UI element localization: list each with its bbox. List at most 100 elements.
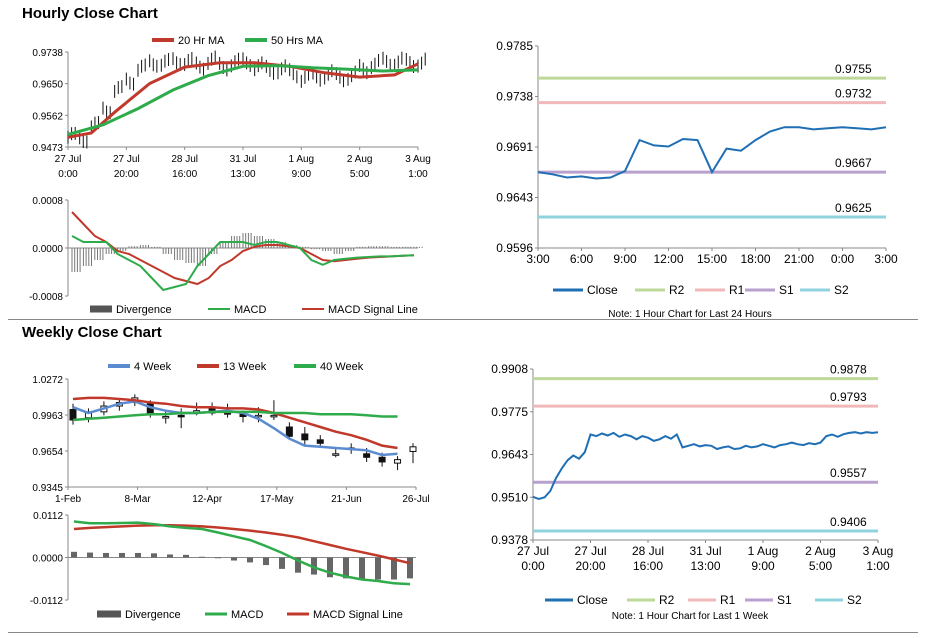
section-divider bbox=[8, 319, 918, 320]
weekly-macd-divergence-bar bbox=[119, 552, 125, 558]
close-1w-y-tick-label: 0.9378 bbox=[491, 533, 528, 547]
close-1w-x-tick-label: 9:00 bbox=[751, 559, 775, 573]
close-24h-r2-legend-label: R2 bbox=[669, 283, 685, 297]
weekly-candle-body bbox=[332, 453, 340, 456]
weekly-macd-divergence-bar bbox=[183, 554, 189, 558]
close-1w-r1-legend-swatch bbox=[688, 598, 716, 602]
weekly-macd-divergence-bar bbox=[263, 557, 269, 566]
hourly-macd-y-tick-label: 0.0000 bbox=[32, 244, 63, 255]
weekly-candle-body bbox=[301, 433, 309, 441]
close-24h-s1-legend-swatch bbox=[745, 288, 775, 292]
close-24h-r1-legend-swatch bbox=[695, 288, 725, 292]
close-1w-y-tick-label: 0.9510 bbox=[491, 490, 528, 504]
close-24h-y-tick-label: 0.9596 bbox=[496, 241, 533, 255]
weekly-macd-y-tick-label: -0.0112 bbox=[30, 596, 64, 607]
close-24h-y-tick-label: 0.9691 bbox=[496, 140, 533, 154]
hourly-macd-divergence-legend-swatch bbox=[90, 305, 112, 313]
weekly-candle-body bbox=[254, 414, 262, 418]
weekly-price-x-tick-label: 12-Apr bbox=[192, 494, 223, 505]
close-1w-note: Note: 1 Hour Chart for Last 1 Week bbox=[612, 611, 770, 622]
close-24h-close-line bbox=[537, 126, 887, 180]
close-1w-x-tick-label: 5:00 bbox=[809, 559, 833, 573]
weekly-price-y-tick-label: 0.9654 bbox=[32, 447, 63, 458]
weekly-macd-divergence-bar bbox=[231, 557, 237, 561]
close-1w-level-label: 0.9878 bbox=[830, 363, 867, 377]
weekly-macd-divergence-bar bbox=[135, 552, 141, 558]
close-24h-note: Note: 1 Hour Chart for Last 24 Hours bbox=[608, 309, 771, 320]
close-24h-x-tick-label: 9:00 bbox=[613, 252, 637, 266]
close-1w-close-legend-swatch bbox=[545, 598, 573, 602]
hourly-macd-signal-line bbox=[71, 211, 415, 286]
hourly-price-x-tick-label: 1 Aug bbox=[289, 154, 315, 165]
weekly-macd-y-tick-label: 0.0112 bbox=[33, 511, 63, 522]
weekly-price-x-tick-label: 21-Jun bbox=[331, 494, 362, 505]
close-24h-y-tick-label: 0.9785 bbox=[496, 39, 533, 53]
weekly-macd-divergence-bar bbox=[359, 557, 365, 580]
close-24h-s2-legend-label: S2 bbox=[834, 283, 849, 297]
hourly-section-title: Hourly Close Chart bbox=[22, 5, 158, 22]
weekly-macd-divergence-bar bbox=[375, 557, 381, 580]
hourly-price-series-50-hrs-ma bbox=[67, 64, 419, 136]
weekly-price-4wk-legend-swatch bbox=[108, 364, 130, 368]
close-24h-x-tick-label: 6:00 bbox=[570, 252, 594, 266]
close-24h-x-tick-label: 15:00 bbox=[697, 252, 727, 266]
close-24h-x-tick-label: 0:00 bbox=[831, 252, 855, 266]
close-1w-y-tick-label: 0.9643 bbox=[491, 448, 528, 462]
hourly-price-x-tick-label: 20:00 bbox=[114, 169, 139, 180]
close-24h-close-legend-label: Close bbox=[587, 283, 618, 297]
close-24h-x-tick-label: 3:00 bbox=[874, 252, 898, 266]
close-1w-x-tick-label: 16:00 bbox=[633, 559, 663, 573]
weekly-macd-divergence-bar bbox=[391, 557, 397, 580]
weekly-macd-macd-legend-label: MACD bbox=[231, 609, 263, 621]
hourly-price-x-tick-label: 27 Jul bbox=[55, 154, 82, 165]
weekly-candle-body bbox=[162, 416, 170, 419]
weekly-macd-divergence-bar bbox=[407, 557, 413, 579]
close-24h-level-label: 0.9732 bbox=[835, 87, 872, 101]
hourly-price-x-tick-label: 3 Aug bbox=[405, 154, 431, 165]
hourly-price-ma50-legend-swatch bbox=[245, 38, 267, 42]
close-24h-level-label: 0.9625 bbox=[835, 201, 872, 215]
weekly-candle-body bbox=[285, 426, 293, 437]
hourly-price-x-tick-label: 5:00 bbox=[350, 169, 370, 180]
weekly-macd-divergence-bar bbox=[199, 556, 205, 558]
close-1w-x-tick-label: 1:00 bbox=[866, 559, 890, 573]
close-1w-close-legend-label: Close bbox=[577, 593, 608, 607]
weekly-section-title: Weekly Close Chart bbox=[22, 324, 162, 341]
weekly-macd-divergence-bar bbox=[343, 557, 349, 579]
close-1w-level-label: 0.9793 bbox=[830, 390, 867, 404]
weekly-candle-body bbox=[394, 459, 402, 464]
weekly-macd-divergence-bar bbox=[167, 554, 173, 558]
weekly-candle-body bbox=[409, 446, 417, 452]
close-1w-x-tick-label: 31 Jul bbox=[689, 544, 721, 558]
hourly-macd-macd-legend-swatch bbox=[208, 308, 230, 310]
close-24h-s2-legend-swatch bbox=[800, 288, 830, 292]
weekly-macd-divergence-bar bbox=[295, 557, 301, 573]
close-1w-s2-legend-swatch bbox=[815, 598, 843, 602]
close-24h-x-tick-label: 12:00 bbox=[653, 252, 683, 266]
hourly-price-x-tick-label: 9:00 bbox=[292, 169, 312, 180]
close-1w-s2-legend-label: S2 bbox=[847, 593, 862, 607]
close-24h-level-label: 0.9667 bbox=[835, 156, 872, 170]
weekly-macd-divergence-bar bbox=[215, 557, 221, 559]
hourly-macd-y-tick-label: 0.0008 bbox=[32, 196, 63, 207]
close-1w-x-tick-label: 13:00 bbox=[690, 559, 720, 573]
weekly-macd-line bbox=[73, 520, 411, 586]
close-24h-y-tick-label: 0.9643 bbox=[496, 191, 533, 205]
weekly-price-x-tick-label: 8-Mar bbox=[125, 494, 152, 505]
hourly-price-series-20-hr-ma bbox=[67, 61, 419, 139]
hourly-price-x-tick-label: 0:00 bbox=[58, 169, 78, 180]
hourly-price-ma20-legend-label: 20 Hr MA bbox=[178, 35, 225, 47]
weekly-price-4wk-legend-label: 4 Week bbox=[134, 361, 172, 373]
close-1w-x-tick-label: 1 Aug bbox=[748, 544, 779, 558]
close-1w-x-tick-label: 3 Aug bbox=[863, 544, 894, 558]
close-1w-y-tick-label: 0.9775 bbox=[491, 405, 528, 419]
close-24h-x-tick-label: 3:00 bbox=[526, 252, 550, 266]
weekly-macd-divergence-bar bbox=[87, 552, 93, 558]
weekly-price-13wk-legend-label: 13 Week bbox=[223, 361, 267, 373]
weekly-price-13wk-legend-swatch bbox=[197, 364, 219, 368]
hourly-price-y-tick-label: 0.9738 bbox=[32, 48, 63, 59]
hourly-price-y-tick-label: 0.9562 bbox=[32, 111, 63, 122]
close-1w-r2-legend-swatch bbox=[627, 598, 655, 602]
hourly-price-x-tick-label: 31 Jul bbox=[230, 154, 257, 165]
close-24h-x-tick-label: 21:00 bbox=[784, 252, 814, 266]
